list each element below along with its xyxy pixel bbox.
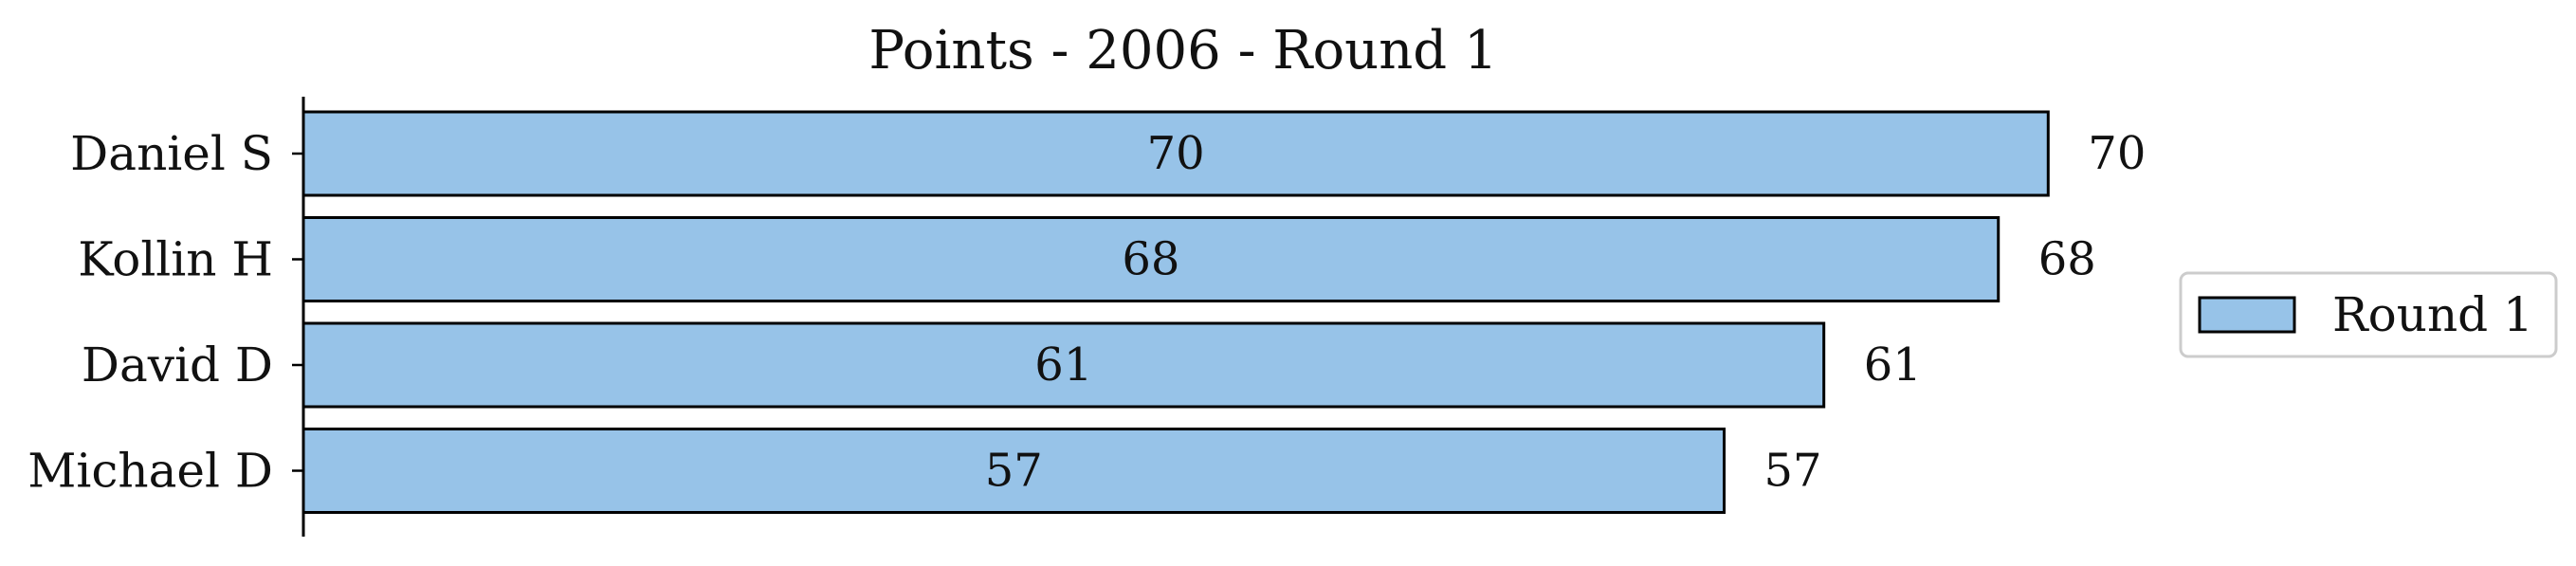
bar — [301, 216, 2001, 302]
bar — [301, 428, 1726, 514]
legend-label: Round 1 — [2332, 287, 2533, 342]
bar-value-label-inside: 70 — [1147, 127, 1205, 180]
legend-swatch — [2198, 296, 2296, 334]
bar — [301, 110, 2050, 197]
bar-value-label-inside: 57 — [985, 445, 1043, 498]
bar-value-label-outside: 70 — [2088, 127, 2146, 180]
bar-value-label-outside: 57 — [1764, 445, 1822, 498]
y-tick-label: David D — [82, 338, 273, 393]
bar-value-label-outside: 68 — [2038, 233, 2096, 286]
y-tick-label: Kollin H — [78, 232, 273, 287]
chart-title: Points - 2006 - Round 1 — [868, 20, 1497, 82]
legend: Round 1 — [2179, 271, 2558, 358]
bar-value-label-outside: 61 — [1864, 338, 1922, 392]
bar-value-label-inside: 68 — [1122, 233, 1179, 286]
legend-frame — [2179, 271, 2558, 358]
y-tick-label: Michael D — [27, 444, 273, 499]
bar — [301, 321, 1826, 409]
bars-layer: 70 70 68 68 61 61 57 57 — [301, 110, 2146, 514]
bar-value-label-inside: 61 — [1034, 338, 1092, 392]
y-axis: Daniel S Kollin H David D Michael D — [27, 97, 305, 537]
y-tick-label: Daniel S — [70, 126, 273, 181]
